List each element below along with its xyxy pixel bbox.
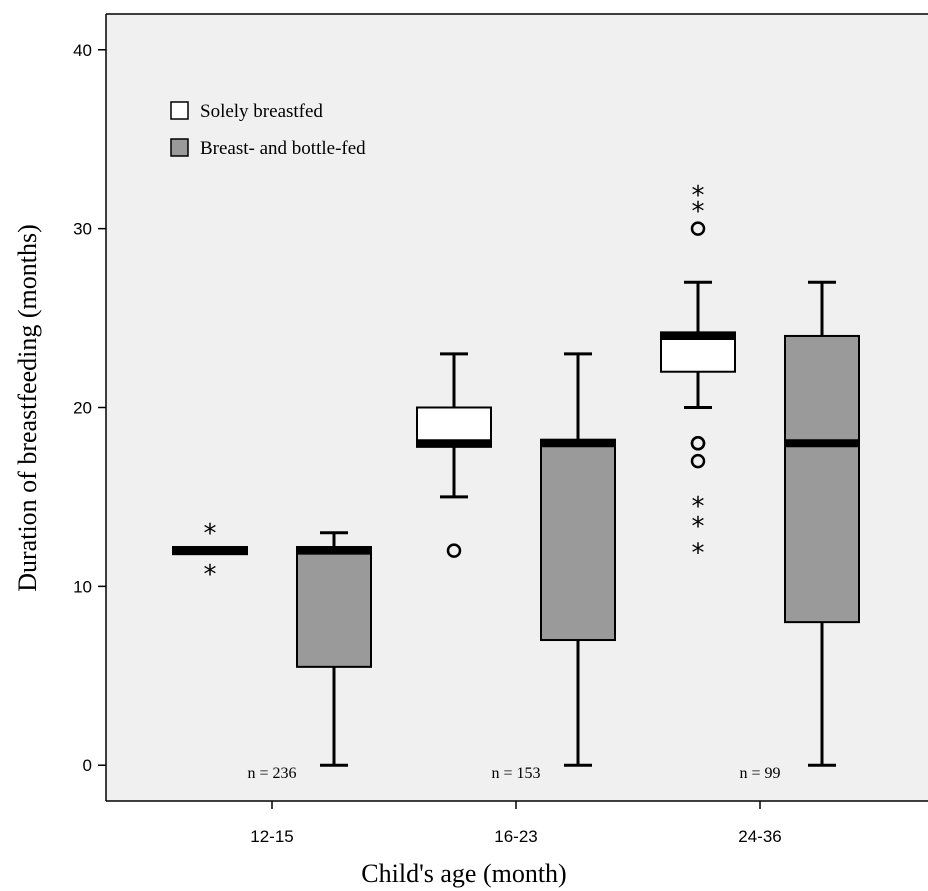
extreme-point: * [692,512,705,542]
sample-size-label: n = 153 [491,765,540,782]
box-body [540,438,616,642]
outlier-point [690,221,706,236]
x-axis-title: Child's age (month) [361,859,566,888]
outlier-point [446,543,462,558]
y-tick-label: 20 [73,399,92,418]
extreme-point: * [692,197,705,227]
y-tick-label: 10 [73,577,92,596]
legend-swatch-solely [170,101,189,120]
extreme-point: * [692,181,705,211]
outlier-point [690,436,706,451]
y-tick-label: 30 [73,220,92,239]
extreme-point: * [692,492,705,522]
sample-size-label: n = 236 [247,765,296,782]
x-tick-label: 12-15 [250,827,293,846]
y-axis-title: Duration of breastfeeding (months) [13,224,42,592]
y-tick-label: 0 [83,756,92,775]
outlier-point [690,453,706,469]
extreme-point: * [204,519,217,549]
box-body [296,546,372,668]
box-body [784,334,860,624]
y-tick-label: 40 [73,41,92,60]
legend-label-solely: Solely breastfed [200,101,323,122]
legend-swatch-mixed [170,138,189,157]
legend-label-mixed: Breast- and bottle-fed [200,138,366,159]
legend: Solely breastfed Breast- and bottle-fed [170,101,366,159]
extreme-point: * [204,560,217,590]
x-tick-label: 24-36 [738,827,781,846]
sample-size-label: n = 99 [739,765,780,782]
x-tick-label: 16-23 [494,827,537,846]
extreme-point: * [692,539,705,569]
